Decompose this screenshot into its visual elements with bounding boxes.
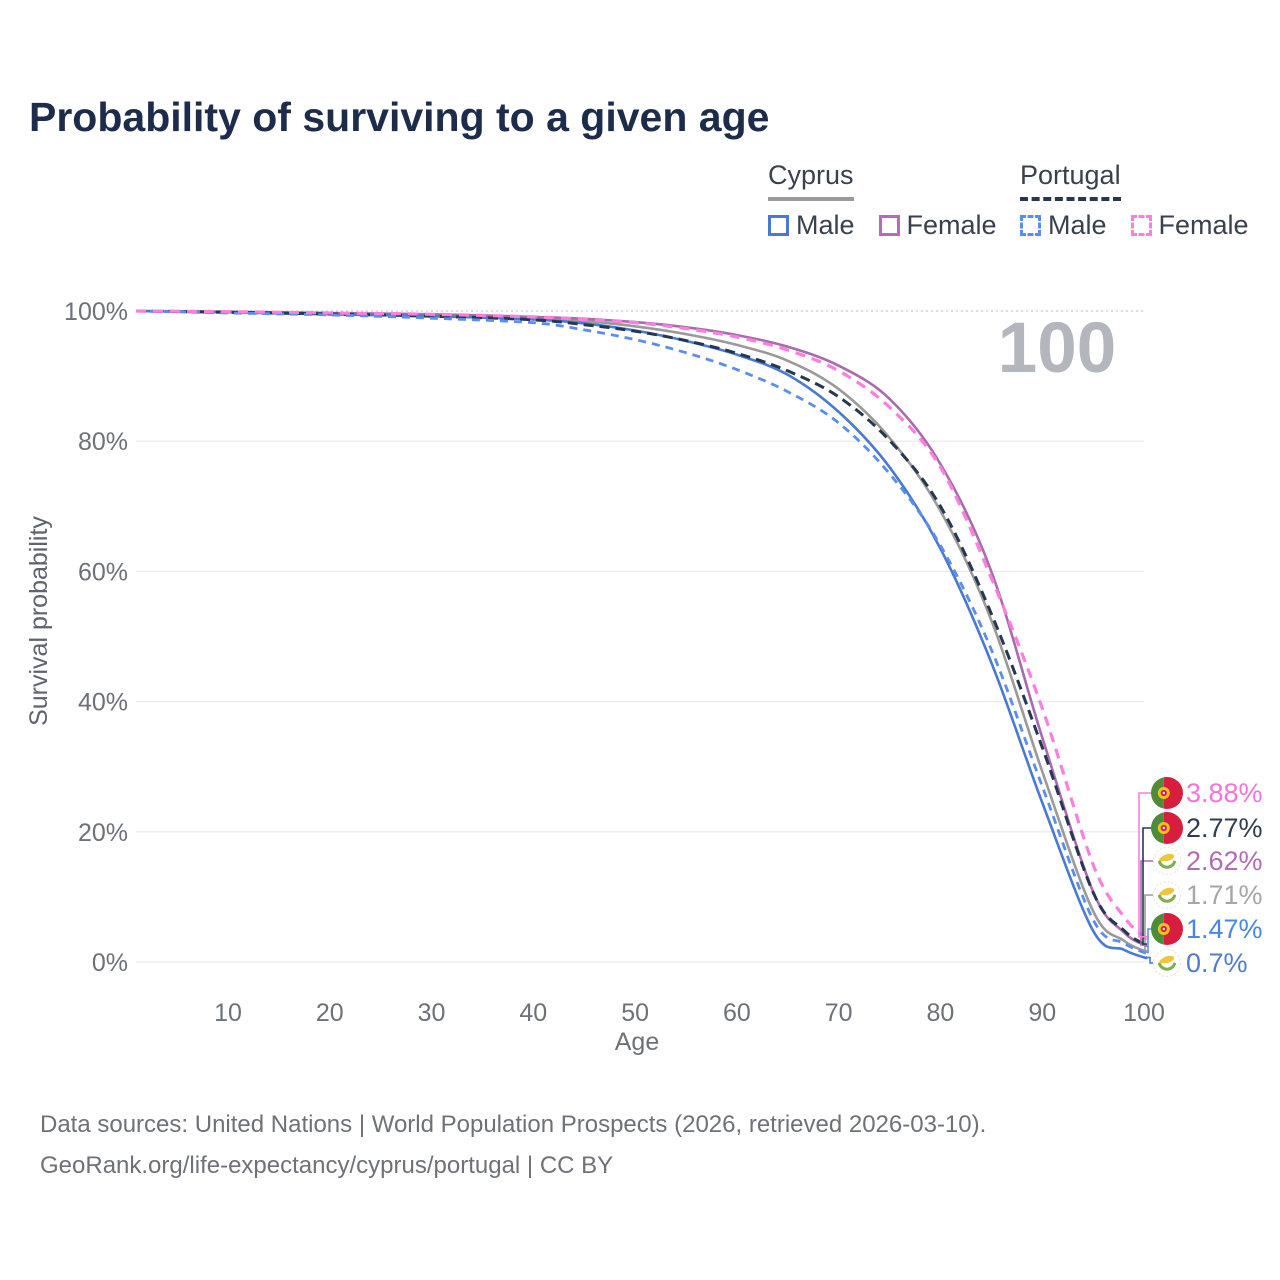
y-tick-label-20: 20%	[78, 819, 128, 847]
legend-label-portugal-male: Male	[1048, 210, 1107, 240]
curve-portugal_male	[135, 309, 1149, 955]
leader-line-cyprus_male	[1147, 956, 1153, 964]
x-tick-label-50: 50	[621, 999, 649, 1027]
curve-portugal_total	[135, 309, 1149, 947]
leader-line-portugal_female	[1138, 792, 1153, 938]
x-tick-label-40: 40	[519, 999, 547, 1027]
x-tick-label-10: 10	[214, 999, 242, 1027]
end-value-label-cyprus_total: 1.71%	[1186, 880, 1263, 910]
end-value-label-cyprus_male: 0.7%	[1186, 948, 1248, 978]
leader-line-portugal_male	[1147, 928, 1153, 954]
curve-cyprus_total	[135, 309, 1149, 953]
footer: Data sources: United Nations | World Pop…	[40, 1104, 986, 1186]
legend-label-cyprus-male: Male	[796, 210, 855, 240]
portugal-flag-icon-portugal_male	[1151, 913, 1183, 945]
legend-items-cyprus: Male Female	[768, 210, 997, 241]
cyprus-female-swatch-icon	[878, 215, 900, 236]
y-tick-label-40: 40%	[78, 689, 128, 717]
x-tick-label-70: 70	[825, 999, 853, 1027]
legend-label-cyprus-female: Female	[906, 210, 997, 240]
legend-country-portugal[interactable]: Portugal	[1020, 160, 1121, 201]
legend-item-cyprus-male[interactable]: Male	[768, 210, 855, 241]
footer-data-sources: Data sources: United Nations | World Pop…	[40, 1111, 987, 1138]
legend-group-portugal: Portugal Male Female	[1020, 160, 1249, 241]
portugal-flag-icon-portugal_female	[1151, 777, 1183, 809]
y-tick-label-80: 80%	[78, 428, 128, 456]
x-tick-label-20: 20	[316, 999, 344, 1027]
footer-attribution: GeoRank.org/life-expectancy/cyprus/portu…	[40, 1152, 614, 1179]
cyprus-flag-icon-cyprus_total	[1153, 881, 1181, 909]
page-title: Probability of surviving to a given age	[29, 94, 770, 140]
curve-portugal_female	[135, 309, 1149, 940]
x-axis-title: Age	[615, 1028, 659, 1056]
end-value-label-portugal_male: 1.47%	[1186, 914, 1263, 944]
leader-line-portugal_total	[1142, 827, 1153, 945]
x-tick-label-80: 80	[927, 999, 955, 1027]
leader-line-cyprus_total	[1144, 894, 1153, 952]
cyprus-male-swatch-icon	[768, 215, 789, 236]
x-tick-label-90: 90	[1028, 999, 1056, 1027]
x-tick-label-60: 60	[723, 999, 751, 1027]
cyprus-flag-icon-cyprus_female	[1153, 847, 1181, 875]
y-tick-label-0: 0%	[92, 949, 128, 977]
legend-country-cyprus[interactable]: Cyprus	[768, 160, 854, 201]
portugal-flag-icon-portugal_total	[1151, 812, 1183, 844]
age-watermark: 100	[998, 309, 1116, 388]
leader-line-cyprus_female	[1140, 860, 1153, 946]
x-tick-label-30: 30	[418, 999, 446, 1027]
legend-group-cyprus: Cyprus Male Female	[768, 160, 997, 241]
legend-item-portugal-female[interactable]: Female	[1130, 210, 1249, 241]
y-tick-label-100: 100%	[64, 298, 128, 326]
legend-label-portugal-female: Female	[1158, 210, 1249, 240]
legend-item-cyprus-female[interactable]: Female	[878, 210, 997, 241]
portugal-female-swatch-icon	[1130, 215, 1152, 236]
end-value-label-portugal_total: 2.77%	[1186, 813, 1263, 843]
y-axis-title: Survival probability	[25, 516, 53, 726]
portugal-male-swatch-icon	[1020, 215, 1041, 236]
legend: Cyprus Male Female Portugal Male	[0, 160, 1280, 250]
legend-items-portugal: Male Female	[1020, 210, 1249, 241]
end-value-label-cyprus_female: 2.62%	[1186, 846, 1263, 876]
y-tick-label-60: 60%	[78, 558, 128, 586]
cyprus-flag-icon-cyprus_male	[1153, 949, 1181, 977]
x-tick-label-100: 100	[1123, 999, 1165, 1027]
legend-item-portugal-male[interactable]: Male	[1020, 210, 1107, 241]
end-value-label-portugal_female: 3.88%	[1186, 778, 1263, 808]
